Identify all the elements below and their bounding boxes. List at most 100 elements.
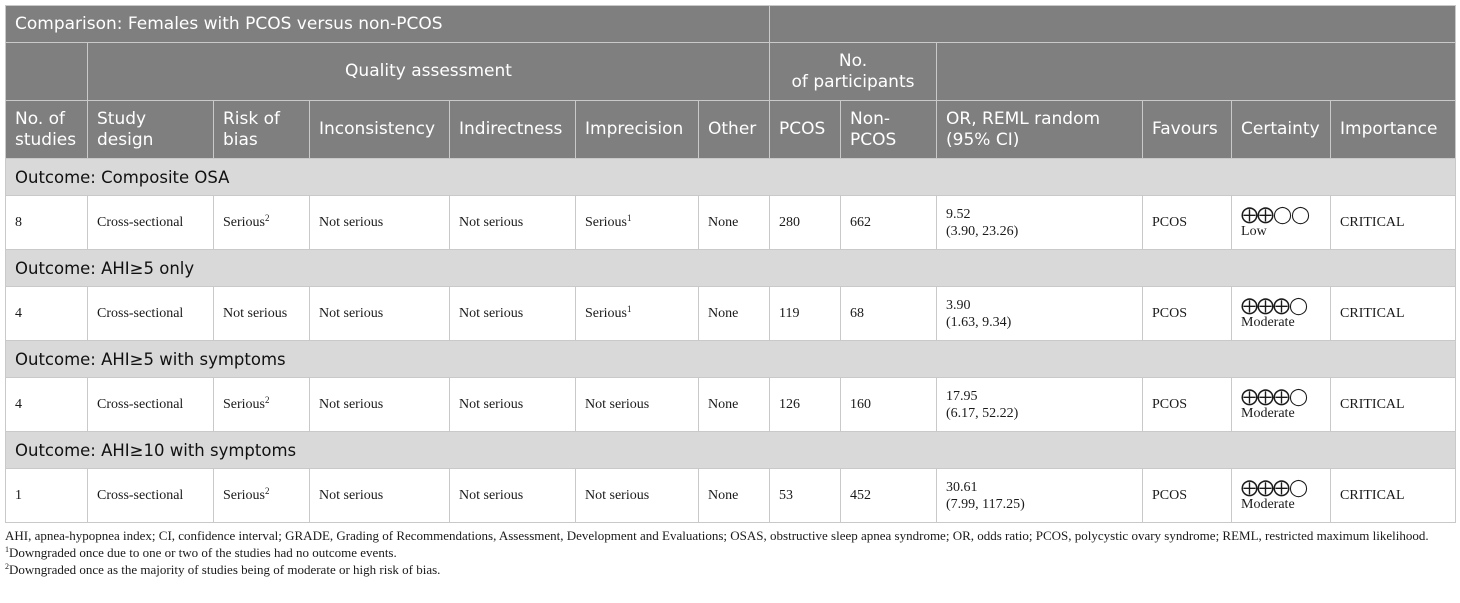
cell-non-pcos: 68 (840, 286, 938, 341)
cell-n-studies: 4 (5, 286, 88, 341)
cell-odds-ratio: 3.90 (1.63, 9.34) (936, 286, 1144, 341)
cell-favours: PCOS (1142, 377, 1233, 432)
outcome-title: Outcome: AHI≥10 with symptoms (4, 431, 1457, 469)
cell-importance: CRITICAL (1330, 286, 1457, 341)
cell-odds-ratio: 30.61 (7.99, 117.25) (936, 468, 1144, 523)
cell-importance-text: CRITICAL (1340, 488, 1405, 503)
comparison-title: Comparison: Females with PCOS versus non… (4, 5, 771, 43)
cell-pcos-text: 126 (779, 397, 801, 412)
cell-inconsistency-text: Not serious (319, 215, 384, 230)
table-row: 4 Cross-sectional Not serious Not serious No… (5, 286, 1457, 341)
outcome-title: Outcome: AHI≥5 only (4, 249, 1457, 287)
cell-indirectness-text: Not serious (459, 397, 524, 412)
odds-ratio-ci: (3.90, 23.26) (946, 223, 1019, 239)
certainty-rating-icon: ⨁⨁⨁◯ (1241, 477, 1308, 497)
cell-importance: CRITICAL (1330, 195, 1457, 250)
outcome-header-row: Outcome: AHI≥5 with symptoms (4, 340, 1457, 378)
group-header-row: Quality assessment No. of participants (5, 42, 1457, 101)
cell-favours-text: PCOS (1152, 306, 1188, 321)
outcome-title: Outcome: AHI≥5 with symptoms (4, 340, 1457, 378)
cell-favours: PCOS (1142, 468, 1233, 523)
cell-risk-of-bias: Serious2 (213, 377, 310, 432)
odds-ratio-ci: (1.63, 9.34) (946, 314, 1012, 330)
cell-n-studies: 8 (5, 195, 88, 250)
cell-risk-of-bias-text: Serious (223, 488, 265, 503)
cell-study-design-text: Cross-sectional (97, 397, 184, 412)
cell-imprecision: Not serious (575, 468, 699, 523)
odds-ratio-ci: (7.99, 117.25) (946, 496, 1025, 512)
cell-pcos: 280 (769, 195, 842, 250)
cell-n-studies-text: 1 (15, 488, 22, 503)
col-header-or-reml: OR, REML random (95% CI) (936, 100, 1144, 159)
cell-certainty: ⨁⨁⨁◯ Moderate (1231, 377, 1332, 432)
cell-risk-of-bias-text: Serious (223, 215, 265, 230)
cell-risk-of-bias-text: Not serious (223, 306, 288, 321)
cell-certainty: ⨁⨁⨁◯ Moderate (1231, 468, 1332, 523)
odds-ratio-value: 30.61 (946, 479, 978, 495)
cell-indirectness: Not serious (449, 468, 576, 523)
col-header-study-design: Study design (87, 100, 214, 159)
effect-header-blank (936, 42, 1457, 101)
cell-other: None (697, 377, 771, 432)
cell-inconsistency: Not serious (309, 468, 450, 523)
footnote-text: Downgraded once as the majority of studi… (9, 562, 441, 577)
table-footnotes: AHI, apnea-hypopnea index; CI, confidenc… (5, 527, 1455, 578)
cell-indirectness-text: Not serious (459, 488, 524, 503)
cell-study-design-text: Cross-sectional (97, 215, 184, 230)
footnote-text: Downgraded once due to one or two of the… (9, 545, 397, 560)
cell-n-studies-text: 4 (15, 306, 22, 321)
cell-importance-text: CRITICAL (1340, 397, 1405, 412)
cell-pcos: 119 (769, 286, 842, 341)
table-row: 4 Cross-sectional Serious2 Not serious Not s… (5, 377, 1457, 432)
cell-non-pcos-text: 662 (850, 215, 872, 230)
participants-header: No. of participants (769, 42, 938, 101)
cell-risk-of-bias: Not serious (213, 286, 310, 341)
cell-inconsistency: Not serious (309, 377, 450, 432)
cell-imprecision: Not serious (575, 377, 699, 432)
cell-study-design: Cross-sectional (87, 377, 214, 432)
cell-inconsistency-text: Not serious (319, 397, 384, 412)
cell-odds-ratio: 17.95 (6.17, 52.22) (936, 377, 1144, 432)
cell-risk-of-bias: Serious2 (213, 195, 310, 250)
footnote-marker: 2 (265, 486, 270, 496)
cell-other-text: None (708, 306, 739, 321)
comparison-header-row: Comparison: Females with PCOS versus non… (4, 5, 1457, 43)
cell-importance-text: CRITICAL (1340, 306, 1405, 321)
outcome-header-row: Outcome: Composite OSA (4, 158, 1457, 196)
cell-odds-ratio: 9.52 (3.90, 23.26) (936, 195, 1144, 250)
odds-ratio-value: 3.90 (946, 297, 971, 313)
cell-imprecision: Serious1 (575, 286, 699, 341)
cell-study-design-text: Cross-sectional (97, 488, 184, 503)
cell-indirectness: Not serious (449, 377, 576, 432)
col-header-n-studies: No. of studies (5, 100, 88, 159)
certainty-rating-icon: ⨁⨁⨁◯ (1241, 295, 1308, 315)
cell-imprecision-text: Not serious (585, 488, 650, 503)
cell-other: None (697, 195, 771, 250)
col-header-risk-of-bias: Risk of bias (213, 100, 310, 159)
footnote-marker: 1 (627, 304, 632, 314)
cell-non-pcos-text: 452 (850, 488, 872, 503)
odds-ratio-value: 17.95 (946, 388, 978, 404)
certainty-label: Moderate (1241, 496, 1295, 512)
cell-inconsistency: Not serious (309, 195, 450, 250)
cell-non-pcos: 662 (840, 195, 938, 250)
cell-importance: CRITICAL (1330, 377, 1457, 432)
cell-non-pcos: 452 (840, 468, 938, 523)
cell-other: None (697, 468, 771, 523)
col-header-favours: Favours (1142, 100, 1233, 159)
col-header-inconsistency: Inconsistency (309, 100, 450, 159)
cell-study-design: Cross-sectional (87, 195, 214, 250)
cell-pcos-text: 119 (779, 306, 800, 321)
footnote-marker: 1 (627, 213, 632, 223)
col-header-other: Other (697, 100, 771, 159)
certainty-label: Low (1241, 223, 1267, 239)
odds-ratio-ci: (6.17, 52.22) (946, 405, 1019, 421)
certainty-rating-icon: ⨁⨁⨁◯ (1241, 386, 1308, 406)
comparison-header-blank (769, 5, 1457, 43)
quality-assessment-header: Quality assessment (86, 42, 771, 101)
table-row: 8 Cross-sectional Serious2 Not serious Not s… (5, 195, 1457, 250)
cell-favours-text: PCOS (1152, 488, 1188, 503)
cell-favours: PCOS (1142, 286, 1233, 341)
certainty-rating-icon: ⨁⨁◯◯ (1241, 204, 1310, 224)
cell-n-studies-text: 8 (15, 215, 22, 230)
